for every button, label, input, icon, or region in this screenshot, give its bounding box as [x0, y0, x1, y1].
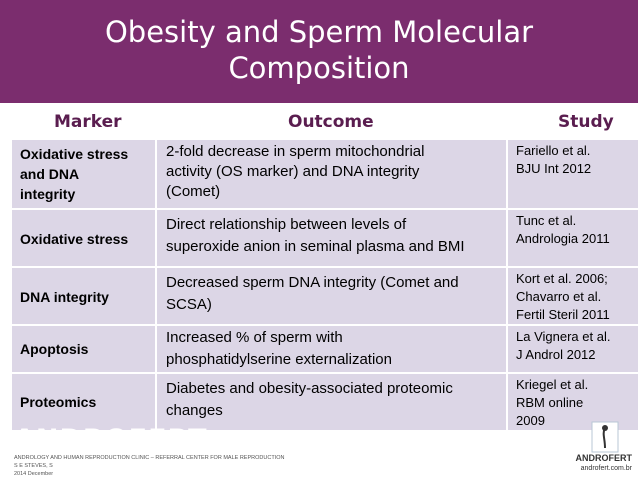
- study-text: La Vignera et al.: [516, 329, 611, 344]
- study-text: Chavarro et al.: [516, 289, 602, 304]
- marker-cell: Oxidative stress and DNA integrity: [12, 140, 152, 208]
- marker-text: Apoptosis: [20, 341, 89, 357]
- logo-url: androfert.com.br: [580, 465, 632, 472]
- study-cell: Fariello et al. BJU Int 2012: [512, 140, 632, 208]
- footer-author-line: S E STEVES, S: [14, 463, 53, 469]
- outcome-cell: Diabetes and obesity-associated proteomi…: [162, 374, 507, 430]
- study-text: Kort et al. 2006;: [516, 271, 608, 286]
- marker-text: Oxidative stress: [20, 231, 129, 247]
- marker-cell: Proteomics: [12, 374, 152, 430]
- study-text: Andrologia 2011: [516, 231, 610, 246]
- column-header-marker: Marker: [54, 112, 122, 132]
- table-row: Proteomics Diabetes and obesity-associat…: [12, 374, 638, 430]
- column-header-outcome: Outcome: [288, 112, 374, 132]
- logo-brand-name: ANDROFERT: [575, 453, 633, 463]
- table-row: Apoptosis Increased % of sperm with phos…: [12, 326, 638, 372]
- outcome-text: phosphatidylserine externalization: [166, 351, 392, 368]
- table-row: Oxidative stress Direct relationship bet…: [12, 210, 638, 266]
- study-cell: Tunc et al. Andrologia 2011: [512, 210, 632, 266]
- study-cell: Kort et al. 2006; Chavarro et al. Fertil…: [512, 268, 632, 324]
- study-text: J Androl 2012: [516, 347, 596, 362]
- study-cell: La Vignera et al. J Androl 2012: [512, 326, 632, 372]
- study-text: RBM online: [516, 395, 584, 410]
- slide-title-line1: Obesity and Sperm Molecular: [104, 15, 534, 49]
- table-row: Oxidative stress and DNA integrity 2-fol…: [12, 140, 638, 208]
- outcome-text: activity (OS marker) and DNA integrity: [166, 163, 420, 180]
- marker-cell: Apoptosis: [12, 326, 152, 372]
- marker-text: DNA integrity: [20, 289, 109, 305]
- footer-date-line: 2014 December: [14, 471, 54, 477]
- column-header-study: Study: [558, 112, 614, 132]
- outcome-text: Direct relationship between levels of: [166, 216, 407, 233]
- marker-cell: Oxidative stress: [12, 210, 152, 266]
- outcome-text: superoxide anion in seminal plasma and B…: [166, 238, 465, 255]
- outcome-cell: Decreased sperm DNA integrity (Comet and…: [162, 268, 507, 324]
- study-text: Fariello et al.: [516, 143, 591, 158]
- footer-clinic-line: ANDROLOGY AND HUMAN REPRODUCTION CLINIC …: [14, 455, 285, 461]
- title-band: [0, 0, 638, 103]
- marker-text: integrity: [20, 186, 76, 202]
- study-text: BJU Int 2012: [516, 161, 592, 176]
- outcome-text: Increased % of sperm with: [166, 329, 343, 346]
- outcome-text: 2-fold decrease in sperm mitochondrial: [166, 143, 425, 160]
- outcome-cell: 2-fold decrease in sperm mitochondrial a…: [162, 140, 507, 208]
- androfert-logo-icon: [580, 420, 630, 462]
- study-text: Kriegel et al.: [516, 377, 589, 392]
- outcome-cell: Direct relationship between levels of su…: [162, 210, 507, 266]
- table-row: DNA integrity Decreased sperm DNA integr…: [12, 268, 638, 324]
- marker-text: Proteomics: [20, 394, 97, 410]
- outcome-text: (Comet): [166, 183, 221, 200]
- table-header-row: Marker Outcome Study: [12, 104, 638, 140]
- study-cell: Kriegel et al. RBM online 2009: [512, 374, 632, 430]
- outcome-text: Diabetes and obesity-associated proteomi…: [166, 380, 453, 397]
- outcome-cell: Increased % of sperm with phosphatidylse…: [162, 326, 507, 372]
- slide-title-line2: Composition: [228, 51, 410, 85]
- study-text: Fertil Steril 2011: [516, 307, 610, 322]
- outcome-text: changes: [166, 402, 223, 419]
- outcome-text: SCSA): [166, 296, 212, 313]
- slide-title: Obesity and Sperm Molecular Composition: [0, 14, 638, 86]
- marker-text: Oxidative stress: [20, 146, 129, 162]
- marker-cell: DNA integrity: [12, 268, 152, 324]
- study-text: Tunc et al.: [516, 213, 577, 228]
- brand-watermark: ANDROFERT: [14, 424, 208, 455]
- outcome-text: Decreased sperm DNA integrity (Comet and: [166, 274, 459, 291]
- marker-text: and DNA: [20, 166, 80, 182]
- study-text: 2009: [516, 413, 545, 428]
